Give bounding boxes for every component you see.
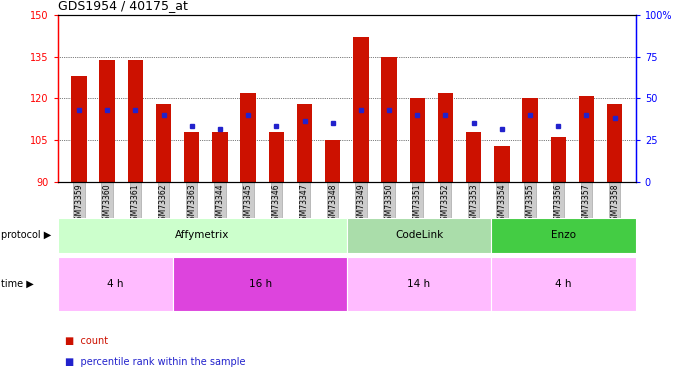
Bar [551,137,566,182]
Bar [173,257,347,311]
Bar [128,60,143,182]
Text: Affymetrix: Affymetrix [175,230,229,240]
Bar [409,99,425,182]
Bar [71,76,87,182]
Bar [522,99,538,182]
Bar [184,132,199,182]
Text: time ▶: time ▶ [1,279,34,289]
Text: ■  percentile rank within the sample: ■ percentile rank within the sample [65,357,245,367]
Text: 16 h: 16 h [248,279,272,289]
Bar [269,132,284,182]
Bar [156,104,171,182]
Text: protocol ▶: protocol ▶ [1,230,52,240]
Bar [58,257,173,311]
Bar [325,140,341,182]
Bar [58,217,347,253]
Bar [607,104,622,182]
Text: 14 h: 14 h [407,279,430,289]
Bar [494,146,509,182]
Bar [466,132,481,182]
Text: GDS1954 / 40175_at: GDS1954 / 40175_at [58,0,188,12]
Text: 4 h: 4 h [556,279,572,289]
Bar [438,93,454,182]
Bar [296,104,312,182]
Bar [99,60,115,182]
Text: ■  count: ■ count [65,336,107,346]
Bar [347,217,492,253]
Bar [492,257,636,311]
Text: 4 h: 4 h [107,279,124,289]
Bar [353,37,369,182]
Bar [347,257,492,311]
Bar [212,132,228,182]
Bar [381,57,397,182]
Text: CodeLink: CodeLink [395,230,443,240]
Text: Enzo: Enzo [551,230,576,240]
Bar [492,217,636,253]
Bar [579,96,594,182]
Bar [240,93,256,182]
